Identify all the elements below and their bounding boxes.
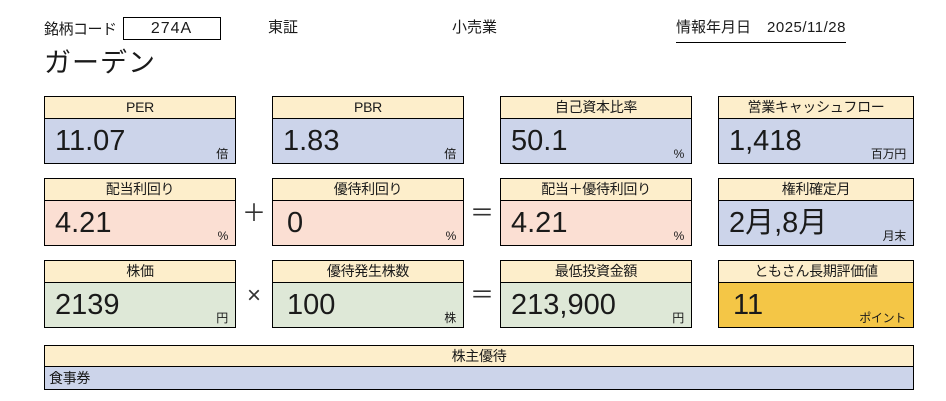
metric-row: × ＝ 株価 2139 円 優待発生株数 100 株 最低投資金額 213,90… <box>0 252 946 334</box>
metric-body: 213,900 円 <box>501 283 691 327</box>
metric-title: 営業キャッシュフロー <box>719 97 913 119</box>
sector-name: 小売業 <box>452 19 498 36</box>
shareholder-benefit-detail: 食事券 <box>45 367 913 389</box>
metric-cell-pbr[interactable]: PBR 1.83 倍 <box>272 96 464 164</box>
metric-title: PBR <box>273 97 463 119</box>
metric-cell-required-shares[interactable]: 優待発生株数 100 株 <box>272 260 464 328</box>
metric-value: 0 <box>287 207 304 239</box>
metric-body: 4.21 % <box>501 201 691 245</box>
plus-operator-icon: ＋ <box>242 200 266 227</box>
info-date-value: 2025/11/28 <box>767 19 846 36</box>
metric-value: 1.83 <box>283 125 340 157</box>
metric-title: 最低投資金額 <box>501 261 691 283</box>
metric-body: 50.1 % <box>501 119 691 163</box>
equals-operator-icon: ＝ <box>470 282 494 309</box>
metric-unit: % <box>673 147 685 161</box>
stock-code-value[interactable]: 274A <box>122 16 221 40</box>
metric-unit: 株 <box>444 311 456 325</box>
metric-cell-benefit-yield[interactable]: 優待利回り 0 % <box>272 178 464 246</box>
metric-title: ともさん長期評価値 <box>719 261 913 283</box>
metric-unit: % <box>217 229 229 243</box>
page-header: 銘柄コード 274A 東証 小売業 情報年月日 2025/11/28 ガーデン <box>0 0 946 88</box>
metric-unit: 円 <box>672 311 684 325</box>
metric-value: 4.21 <box>55 207 112 239</box>
metric-title: 配当＋優待利回り <box>501 179 691 201</box>
shareholder-benefit-panel: 株主優待 食事券 <box>44 345 914 390</box>
page-title: ガーデン <box>44 48 156 78</box>
metric-value: 4.21 <box>511 207 568 239</box>
metric-cell-minimum-investment[interactable]: 最低投資金額 213,900 円 <box>500 260 692 328</box>
market-name: 東証 <box>268 19 299 36</box>
metric-unit: 倍 <box>444 147 456 161</box>
metric-title: 自己資本比率 <box>501 97 691 119</box>
metric-cell-share-price[interactable]: 株価 2139 円 <box>44 260 236 328</box>
metric-body: 1.83 倍 <box>273 119 463 163</box>
metric-cell-equity-ratio[interactable]: 自己資本比率 50.1 % <box>500 96 692 164</box>
metric-body: 4.21 % <box>45 201 235 245</box>
metric-value: 11 <box>733 289 764 321</box>
metric-body: 11.07 倍 <box>45 119 235 163</box>
metric-body: 2月,8月 月末 <box>719 201 913 245</box>
metric-body: 1,418 百万円 <box>719 119 913 163</box>
metric-title: 優待発生株数 <box>273 261 463 283</box>
metric-value: 100 <box>287 289 336 321</box>
metric-body: 0 % <box>273 201 463 245</box>
metric-cell-long-term-rating[interactable]: ともさん長期評価値 11 ポイント <box>718 260 914 328</box>
metric-unit: 百万円 <box>870 147 906 161</box>
metric-body: 100 株 <box>273 283 463 327</box>
metric-title: 優待利回り <box>273 179 463 201</box>
info-date-group: 情報年月日 2025/11/28 <box>676 16 846 43</box>
metric-grid: PER 11.07 倍 PBR 1.83 倍 自己資本比率 50.1 % 営業キ… <box>0 88 946 334</box>
metric-value: 11.07 <box>55 125 126 157</box>
metric-title: 権利確定月 <box>719 179 913 201</box>
metric-unit: ポイント <box>859 311 906 325</box>
metric-body: 2139 円 <box>45 283 235 327</box>
metric-value: 213,900 <box>511 289 616 321</box>
metric-value: 1,418 <box>729 125 802 157</box>
metric-unit: 倍 <box>216 147 228 161</box>
metric-unit: 円 <box>216 311 228 325</box>
equals-operator-icon: ＝ <box>470 200 494 227</box>
metric-row: ＋ ＝ 配当利回り 4.21 % 優待利回り 0 % 配当＋優待利回り 4.21… <box>0 170 946 252</box>
metric-value: 2139 <box>55 289 120 321</box>
metric-value: 2月,8月 <box>729 207 828 239</box>
metric-value: 50.1 <box>511 125 568 157</box>
metric-cell-operating-cash-flow[interactable]: 営業キャッシュフロー 1,418 百万円 <box>718 96 914 164</box>
metric-cell-record-month[interactable]: 権利確定月 2月,8月 月末 <box>718 178 914 246</box>
metric-cell-per[interactable]: PER 11.07 倍 <box>44 96 236 164</box>
shareholder-benefit-title: 株主優待 <box>45 346 913 367</box>
stock-code-group: 銘柄コード 274A <box>44 16 221 40</box>
info-date-label: 情報年月日 <box>676 19 752 36</box>
stock-code-label: 銘柄コード <box>44 20 117 38</box>
metric-title: PER <box>45 97 235 119</box>
metric-unit: % <box>445 229 457 243</box>
metric-title: 配当利回り <box>45 179 235 201</box>
multiply-operator-icon: × <box>246 282 261 309</box>
metric-cell-total-yield[interactable]: 配当＋優待利回り 4.21 % <box>500 178 692 246</box>
metric-unit: 月末 <box>882 229 907 243</box>
metric-body: 11 ポイント <box>719 283 913 327</box>
metric-row: PER 11.07 倍 PBR 1.83 倍 自己資本比率 50.1 % 営業キ… <box>0 88 946 170</box>
metric-title: 株価 <box>45 261 235 283</box>
metric-unit: % <box>673 229 685 243</box>
metric-cell-dividend-yield[interactable]: 配当利回り 4.21 % <box>44 178 236 246</box>
